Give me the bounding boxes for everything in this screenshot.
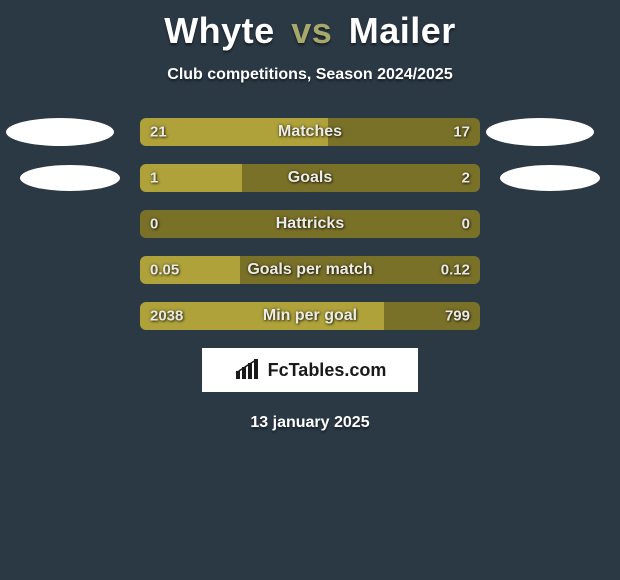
player1-name: Whyte bbox=[164, 10, 275, 51]
left-marker bbox=[20, 165, 120, 191]
brand-text: FcTables.com bbox=[268, 360, 387, 381]
subtitle: Club competitions, Season 2024/2025 bbox=[0, 66, 620, 84]
vs-label: vs bbox=[285, 10, 338, 51]
stat-row: 00Hattricks bbox=[0, 210, 620, 238]
left-marker bbox=[6, 118, 114, 146]
snapshot-date: 13 january 2025 bbox=[0, 414, 620, 432]
stat-label: Goals per match bbox=[140, 261, 480, 279]
comparison-title: Whyte vs Mailer bbox=[0, 0, 620, 52]
player2-name: Mailer bbox=[349, 10, 456, 51]
stat-label: Matches bbox=[140, 123, 480, 141]
stat-row: 2117Matches bbox=[0, 118, 620, 146]
stat-label: Goals bbox=[140, 169, 480, 187]
stat-row: 12Goals bbox=[0, 164, 620, 192]
right-marker bbox=[486, 118, 594, 146]
comparison-chart: 2117Matches 12Goals 00Hattricks 0.050.12Goa… bbox=[0, 118, 620, 330]
stat-row: 0.050.12Goals per match bbox=[0, 256, 620, 284]
brand-badge: FcTables.com bbox=[202, 348, 418, 392]
right-marker bbox=[500, 165, 600, 191]
stat-label: Min per goal bbox=[140, 307, 480, 325]
stat-row: 2038799Min per goal bbox=[0, 302, 620, 330]
bar-chart-icon bbox=[234, 359, 262, 381]
stat-label: Hattricks bbox=[140, 215, 480, 233]
